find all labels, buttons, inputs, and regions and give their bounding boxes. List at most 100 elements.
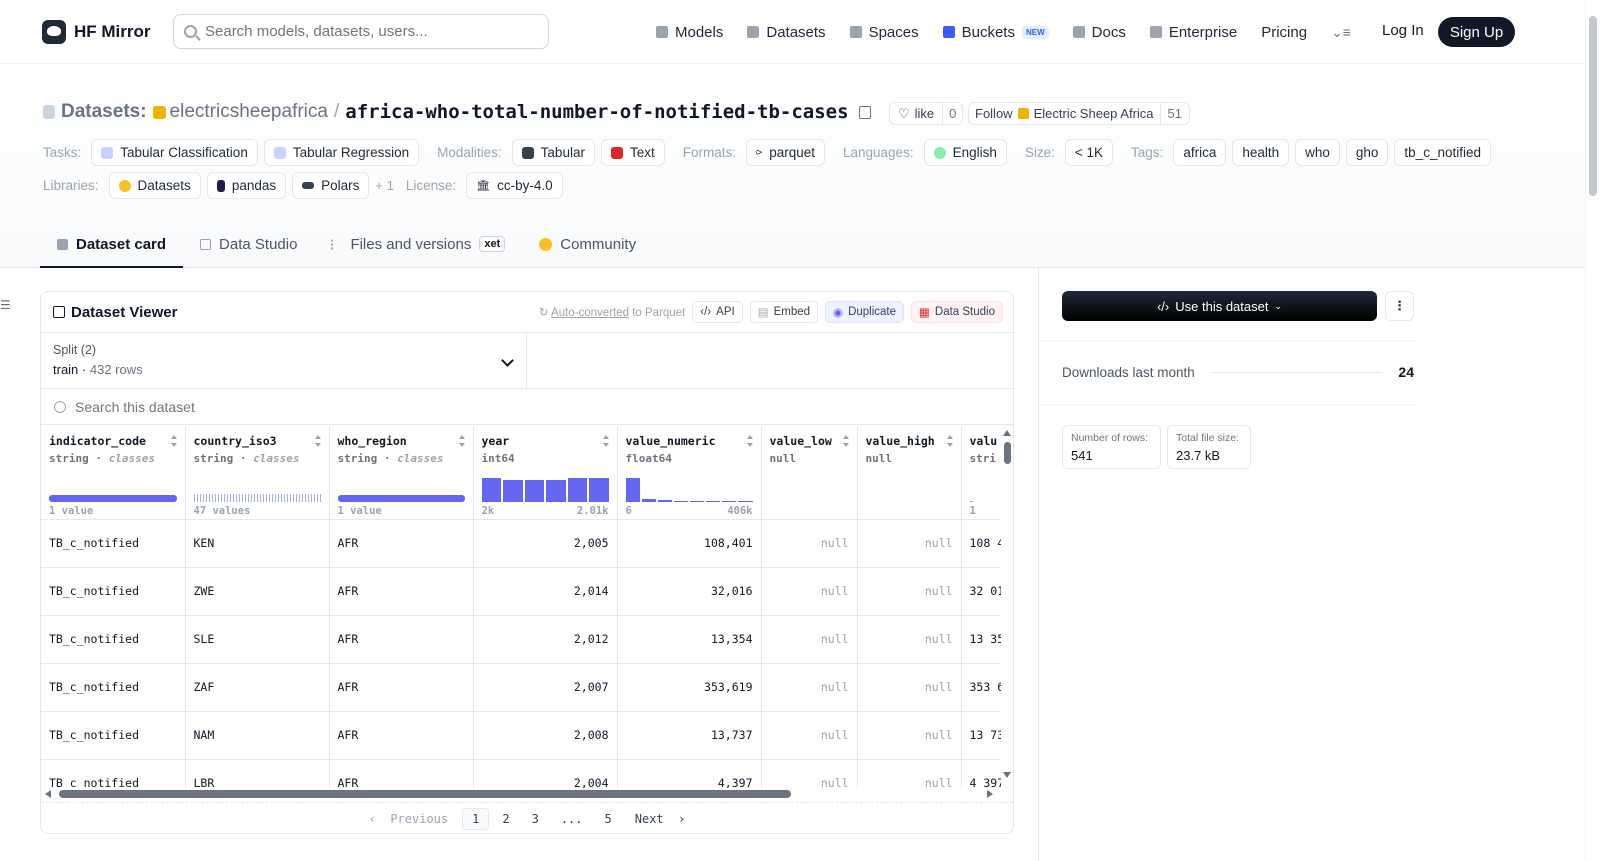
- distribution-bar[interactable]: [49, 494, 177, 502]
- follow-button[interactable]: Follow Electric Sheep Africa 51: [968, 102, 1190, 125]
- table-cell[interactable]: null: [857, 711, 962, 760]
- logo-link[interactable]: HF Mirror: [42, 20, 151, 44]
- distribution-bar[interactable]: [193, 493, 321, 502]
- nav-pricing[interactable]: Pricing: [1261, 19, 1307, 45]
- distribution-bar[interactable]: [337, 494, 465, 502]
- column-header[interactable]: value_low null: [761, 426, 858, 520]
- histogram-bar[interactable]: [625, 477, 640, 502]
- global-search[interactable]: [173, 14, 549, 49]
- column-header[interactable]: value_numeric float64 6 406k: [617, 426, 762, 520]
- next-page[interactable]: Next ›: [634, 812, 686, 826]
- library-tag-pandas[interactable]: pandas: [206, 172, 287, 199]
- task-tag-tabular-classification[interactable]: Tabular Classification: [91, 139, 258, 166]
- table-cell[interactable]: 13,354: [617, 615, 762, 664]
- tag-africa[interactable]: africa: [1173, 139, 1227, 166]
- table-cell[interactable]: 108 4: [961, 519, 1001, 568]
- scroll-down-icon[interactable]: [1003, 772, 1011, 778]
- embed-button[interactable]: ▤ Embed: [749, 301, 819, 323]
- table-cell[interactable]: null: [857, 615, 962, 664]
- sort-icon[interactable]: [458, 435, 466, 447]
- org-link[interactable]: electricsheepafrica: [152, 101, 328, 123]
- table-cell[interactable]: null: [761, 759, 858, 788]
- histogram-bar[interactable]: [722, 500, 737, 502]
- table-cell[interactable]: 108,401: [617, 519, 762, 568]
- table-cell[interactable]: null: [761, 519, 858, 568]
- table-cell[interactable]: 13 73: [961, 711, 1001, 760]
- table-cell[interactable]: AFR: [329, 663, 474, 712]
- tab-dataset-card[interactable]: Dataset card: [40, 222, 184, 268]
- table-cell[interactable]: 4,397: [617, 759, 762, 788]
- table-cell[interactable]: null: [761, 663, 858, 712]
- previous-page[interactable]: ‹ Previous: [368, 812, 449, 826]
- library-tag-polars[interactable]: Polars: [292, 172, 370, 199]
- data-studio-button[interactable]: ▦ Data Studio: [911, 301, 1003, 323]
- sort-icon[interactable]: [170, 435, 178, 447]
- table-cell[interactable]: null: [761, 567, 858, 616]
- tab-files-and-versions[interactable]: Files and versions xet: [314, 222, 522, 266]
- api-button[interactable]: ‹/› API: [692, 301, 743, 323]
- histogram-bar[interactable]: [641, 498, 656, 502]
- histogram-bar[interactable]: [706, 500, 721, 502]
- tab-data-studio[interactable]: Data Studio: [183, 222, 314, 266]
- table-cell[interactable]: AFR: [329, 567, 474, 616]
- split-dropdown[interactable]: Split (2) train · 432 rows: [41, 333, 527, 389]
- table-row[interactable]: TB_c_notified ZWE AFR 2,014 32,016 null null 32…: [41, 567, 1001, 616]
- size-tag[interactable]: < 1K: [1064, 139, 1114, 166]
- table-cell[interactable]: 4 397: [961, 759, 1001, 788]
- sort-icon[interactable]: [314, 435, 322, 447]
- sort-icon[interactable]: [602, 435, 610, 447]
- table-cell[interactable]: AFR: [329, 759, 474, 788]
- table-cell[interactable]: TB_c_notified: [41, 615, 186, 664]
- sort-icon[interactable]: [946, 435, 954, 447]
- table-cell[interactable]: 2,008: [473, 711, 618, 760]
- auto-converted-link[interactable]: Auto-converted: [551, 307, 630, 319]
- dataset-search-input[interactable]: [75, 398, 475, 415]
- table-cell[interactable]: AFR: [329, 711, 474, 760]
- nav-docs[interactable]: Docs: [1072, 19, 1126, 45]
- task-tag-tabular-regression[interactable]: Tabular Regression: [263, 139, 420, 166]
- nav-datasets[interactable]: Datasets: [747, 19, 826, 45]
- table-row[interactable]: TB_c_notified LBR AFR 2,004 4,397 null null 4 3…: [41, 759, 1001, 788]
- table-cell[interactable]: NAM: [185, 711, 330, 760]
- table-cell[interactable]: SLE: [185, 615, 330, 664]
- table-cell[interactable]: KEN: [185, 519, 330, 568]
- distribution-bar[interactable]: [969, 500, 973, 502]
- table-cell[interactable]: 32 01: [961, 567, 1001, 616]
- column-header[interactable]: valu stri 1: [961, 426, 1001, 520]
- table-cell[interactable]: 2,005: [473, 519, 618, 568]
- table-cell[interactable]: null: [857, 759, 962, 788]
- table-cell[interactable]: 2,007: [473, 663, 618, 712]
- histogram-bar[interactable]: [546, 479, 566, 502]
- histogram-bar[interactable]: [589, 477, 609, 502]
- table-cell[interactable]: 2,012: [473, 615, 618, 664]
- table-cell[interactable]: null: [761, 615, 858, 664]
- table-cell[interactable]: AFR: [329, 615, 474, 664]
- table-cell[interactable]: ZWE: [185, 567, 330, 616]
- column-header[interactable]: year int64 2k 2.01k: [473, 426, 618, 520]
- modality-tag-tabular[interactable]: Tabular: [511, 139, 595, 166]
- scroll-thumb[interactable]: [1004, 442, 1011, 464]
- table-cell[interactable]: null: [857, 663, 962, 712]
- copy-icon[interactable]: [858, 105, 871, 119]
- table-cell[interactable]: null: [761, 711, 858, 760]
- scroll-thumb[interactable]: [1589, 16, 1597, 196]
- duplicate-button[interactable]: ◉ Duplicate: [825, 301, 905, 323]
- nav-spaces[interactable]: Spaces: [849, 19, 919, 45]
- table-row[interactable]: TB_c_notified NAM AFR 2,008 13,737 null null 13…: [41, 711, 1001, 760]
- dataset-name[interactable]: africa-who-total-number-of-notified-tb-c…: [345, 101, 849, 123]
- tag-who[interactable]: who: [1295, 139, 1340, 166]
- sort-icon[interactable]: [746, 435, 754, 447]
- table-cell[interactable]: 2,004: [473, 759, 618, 788]
- global-search-input[interactable]: [205, 23, 525, 40]
- nav-buckets[interactable]: Buckets NEW: [942, 19, 1049, 45]
- column-header[interactable]: indicator_code string · classes 1 value: [41, 426, 186, 520]
- library-tag-datasets[interactable]: Datasets: [108, 172, 201, 199]
- table-cell[interactable]: null: [857, 567, 962, 616]
- table-cell[interactable]: TB_c_notified: [41, 711, 186, 760]
- dataset-search[interactable]: [41, 389, 1013, 425]
- page-scrollbar[interactable]: [1585, 0, 1600, 861]
- sort-icon[interactable]: [842, 435, 850, 447]
- table-cell[interactable]: 13,737: [617, 711, 762, 760]
- sidebar-toggle-icon[interactable]: ☰: [0, 298, 11, 312]
- histogram-bar[interactable]: [738, 500, 753, 502]
